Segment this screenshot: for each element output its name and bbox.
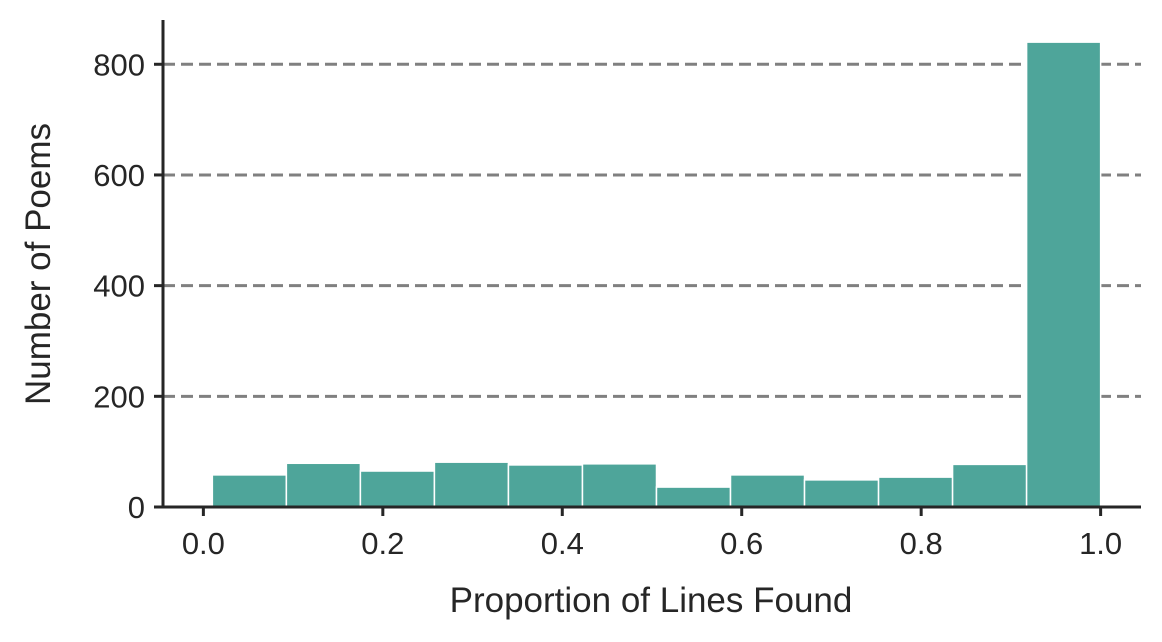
bar-7	[731, 475, 805, 507]
x-tick-label-3: 0.6	[720, 526, 763, 561]
bar-9	[879, 477, 953, 507]
bar-10	[953, 464, 1027, 507]
bar-11	[1027, 42, 1101, 507]
y-tick-label-0: 0	[128, 490, 145, 525]
y-axis-label: Number of Poems	[19, 123, 58, 405]
axes	[162, 20, 1141, 508]
x-tick-label-1: 0.2	[361, 526, 404, 561]
bars	[212, 42, 1100, 507]
x-tick-label-0: 0.0	[182, 526, 225, 561]
x-tick-label-2: 0.4	[541, 526, 584, 561]
bar-5	[582, 464, 656, 507]
gridlines	[163, 64, 1141, 396]
x-tick-label-5: 1.0	[1079, 526, 1122, 561]
bar-1	[286, 463, 360, 507]
bar-8	[805, 480, 879, 507]
bar-4	[508, 465, 582, 507]
y-tick-label-3: 600	[93, 158, 145, 193]
x-axis-label: Proportion of Lines Found	[450, 581, 853, 620]
y-tick-label-1: 200	[93, 379, 145, 414]
bar-0	[212, 475, 286, 507]
y-tick-label-2: 400	[93, 269, 145, 304]
bar-2	[360, 471, 434, 507]
x-tick-label-4: 0.8	[900, 526, 943, 561]
bar-6	[656, 487, 730, 507]
y-tick-label-4: 800	[93, 47, 145, 82]
bar-3	[434, 462, 508, 507]
